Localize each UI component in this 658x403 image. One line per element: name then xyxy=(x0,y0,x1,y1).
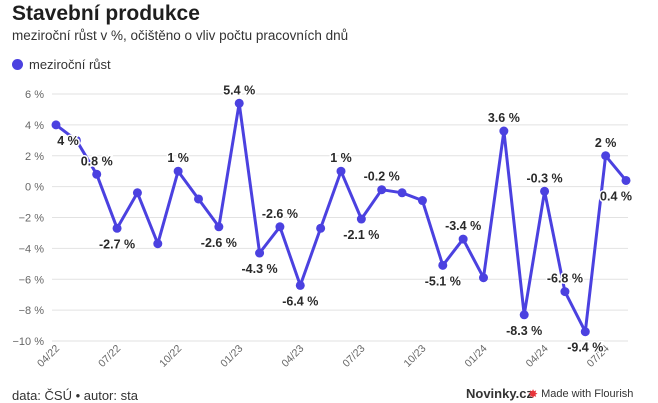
data-point[interactable] xyxy=(234,98,244,108)
data-point[interactable] xyxy=(458,234,468,244)
y-tick-label: −2 % xyxy=(19,213,45,225)
y-axis-ticks: 6 % 4 % 2 % 0 % −2 % −4 % −6 % −8 % −10 % xyxy=(13,89,45,348)
data-label: 3.6 % xyxy=(488,111,520,125)
data-point[interactable] xyxy=(173,166,183,176)
legend[interactable]: meziroční růst xyxy=(12,57,111,72)
data-label: -3.4 % xyxy=(445,219,481,233)
data-label: 0.8 % xyxy=(81,154,113,168)
data-point[interactable] xyxy=(194,194,203,204)
x-tick-label: 04/23 xyxy=(279,343,306,370)
data-label: -6.4 % xyxy=(282,294,318,308)
data-point[interactable] xyxy=(479,273,488,283)
data-point[interactable] xyxy=(601,151,611,161)
data-label: 0.4 % xyxy=(600,189,632,203)
data-label: 2 % xyxy=(595,136,617,150)
legend-label: meziroční růst xyxy=(29,57,111,72)
brand-logo[interactable]: Novinky.cz xyxy=(466,386,533,401)
x-tick-label: 10/23 xyxy=(401,343,428,370)
y-tick-label: −8 % xyxy=(19,305,45,317)
data-point[interactable] xyxy=(540,186,550,196)
data-label: 1 % xyxy=(167,151,189,165)
data-point[interactable] xyxy=(71,135,81,145)
data-label: -5.1 % xyxy=(425,274,461,288)
data-label: -2.7 % xyxy=(99,237,135,251)
flourish-credit-label: Made with Flourish xyxy=(541,388,634,400)
flourish-star-icon: ✸ xyxy=(528,387,539,401)
data-point[interactable] xyxy=(417,196,427,206)
x-tick-label: 10/22 xyxy=(157,343,184,370)
data-label: -2.6 % xyxy=(201,236,237,250)
data-point[interactable] xyxy=(336,166,346,176)
y-tick-label: −10 % xyxy=(13,336,45,348)
data-point[interactable] xyxy=(214,222,224,232)
y-tick-label: −6 % xyxy=(19,274,45,286)
legend-swatch xyxy=(12,59,23,70)
chart-title: Stavební produkce xyxy=(12,2,200,25)
flourish-credit[interactable]: ✸ Made with Flourish xyxy=(528,387,633,401)
data-points xyxy=(51,98,631,337)
data-point[interactable] xyxy=(275,222,285,232)
data-label: -2.6 % xyxy=(262,207,298,221)
x-tick-label: 01/23 xyxy=(218,343,245,370)
x-tick-label: 07/22 xyxy=(96,343,123,370)
source-note: data: ČSÚ • autor: sta xyxy=(12,388,138,403)
y-tick-label: 2 % xyxy=(25,151,44,163)
data-point[interactable] xyxy=(377,185,387,195)
data-point[interactable] xyxy=(519,310,529,320)
data-point[interactable] xyxy=(255,248,265,258)
data-point[interactable] xyxy=(621,175,631,185)
data-label: 5.4 % xyxy=(223,83,255,97)
data-label: 4 % xyxy=(57,134,79,148)
data-point[interactable] xyxy=(560,287,570,297)
y-tick-label: 0 % xyxy=(25,182,44,194)
grid-lines xyxy=(52,93,628,342)
data-point[interactable] xyxy=(499,126,509,136)
data-point[interactable] xyxy=(316,223,326,233)
data-point[interactable] xyxy=(132,188,142,198)
x-tick-label: 01/24 xyxy=(463,343,490,370)
data-point[interactable] xyxy=(51,120,61,130)
data-label: -4.3 % xyxy=(242,262,278,276)
data-label: -0.3 % xyxy=(527,171,563,185)
y-tick-label: 6 % xyxy=(25,89,44,101)
data-point[interactable] xyxy=(580,327,590,337)
data-label: -9.4 % xyxy=(567,341,603,355)
y-tick-label: −4 % xyxy=(19,243,45,255)
data-point[interactable] xyxy=(92,169,102,179)
data-labels: 4 %0.8 % -2.7 % 1 % -2.6 % 5.4 % -4.3 % -2.6 %… xyxy=(56,82,634,356)
data-label: -0.2 % xyxy=(364,170,400,184)
data-label: -8.3 % xyxy=(506,324,542,338)
x-tick-label: 04/24 xyxy=(524,343,551,370)
data-label: -6.8 % xyxy=(547,272,583,286)
data-point[interactable] xyxy=(397,188,407,198)
x-axis-ticks: 04/22 07/22 10/22 01/23 04/23 07/23 10/23 01/24… xyxy=(35,343,612,370)
data-point[interactable] xyxy=(295,280,305,290)
data-label: -2.1 % xyxy=(343,228,379,242)
data-point[interactable] xyxy=(438,260,448,270)
data-point[interactable] xyxy=(112,223,122,233)
y-tick-label: 4 % xyxy=(25,120,44,132)
x-tick-label: 07/23 xyxy=(340,343,367,370)
chart-subtitle: meziroční růst v %, očištěno o vliv počt… xyxy=(12,28,349,43)
data-point[interactable] xyxy=(153,239,163,249)
data-label: 1 % xyxy=(330,151,352,165)
data-point[interactable] xyxy=(356,214,366,224)
